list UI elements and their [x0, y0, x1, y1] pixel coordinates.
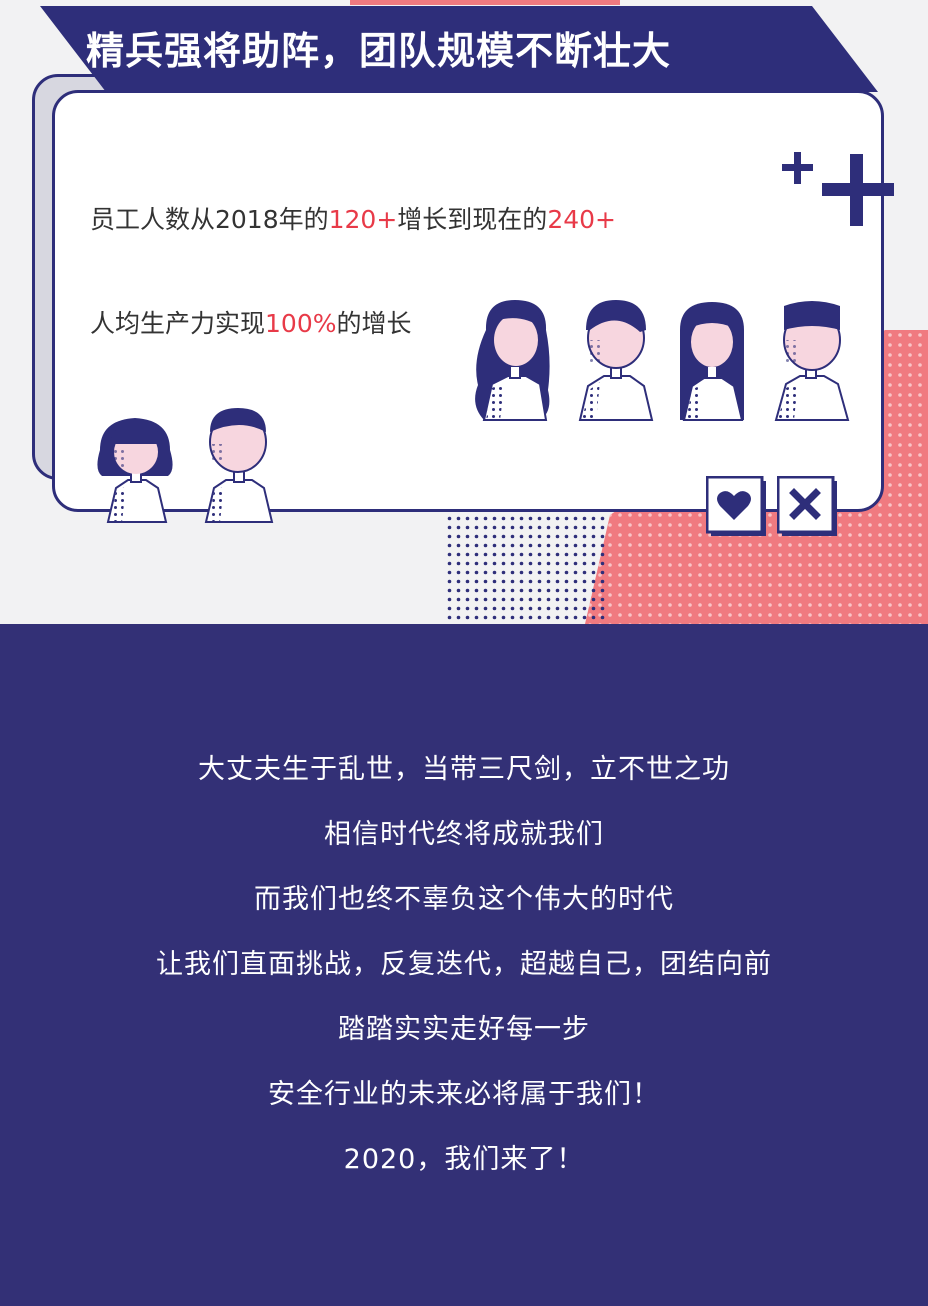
stat-productivity-growth: 人均生产力实现100%的增长 — [90, 304, 412, 340]
stat-employee-growth: 员工人数从2018年的120+增长到现在的240+ — [90, 200, 616, 236]
stat-text: 员工人数从2018年的 — [90, 205, 329, 234]
stat-text: 的增长 — [336, 309, 412, 338]
plus-icon — [782, 152, 894, 226]
message-line: 相信时代终将成就我们 — [324, 819, 604, 850]
stat-highlight: 240+ — [547, 205, 616, 234]
heart-icon[interactable] — [706, 476, 768, 538]
message-line: 而我们也终不辜负这个伟大的时代 — [254, 884, 674, 915]
message-line: 踏踏实实走好每一步 — [338, 1014, 590, 1045]
stat-highlight: 100% — [265, 309, 337, 338]
navy-dotted-background — [445, 505, 605, 624]
close-icon[interactable] — [777, 476, 839, 538]
stat-text: 人均生产力实现 — [90, 309, 266, 338]
closing-message: 大丈夫生于乱世，当带三尺剑，立不世之功 相信时代终将成就我们 而我们也终不辜负这… — [0, 740, 928, 1195]
title-banner — [40, 6, 878, 92]
message-line: 让我们直面挑战，反复迭代，超越自己，团结向前 — [156, 949, 772, 980]
message-line: 安全行业的未来必将属于我们！ — [268, 1079, 660, 1110]
stat-highlight: 120+ — [328, 205, 398, 234]
top-accent-strip — [350, 0, 620, 5]
message-line: 大丈夫生于乱世，当带三尺剑，立不世之功 — [198, 754, 730, 785]
stats-card — [52, 90, 884, 512]
closing-section — [0, 624, 928, 1306]
message-line: 2020，我们来了！ — [343, 1144, 585, 1175]
stat-text: 增长到现在的 — [397, 205, 548, 234]
top-section: 精兵强将助阵，团队规模不断壮大 员工人数从2018年的120+增长到现在的240… — [0, 0, 928, 624]
page-title: 精兵强将助阵，团队规模不断壮大 — [86, 29, 672, 73]
